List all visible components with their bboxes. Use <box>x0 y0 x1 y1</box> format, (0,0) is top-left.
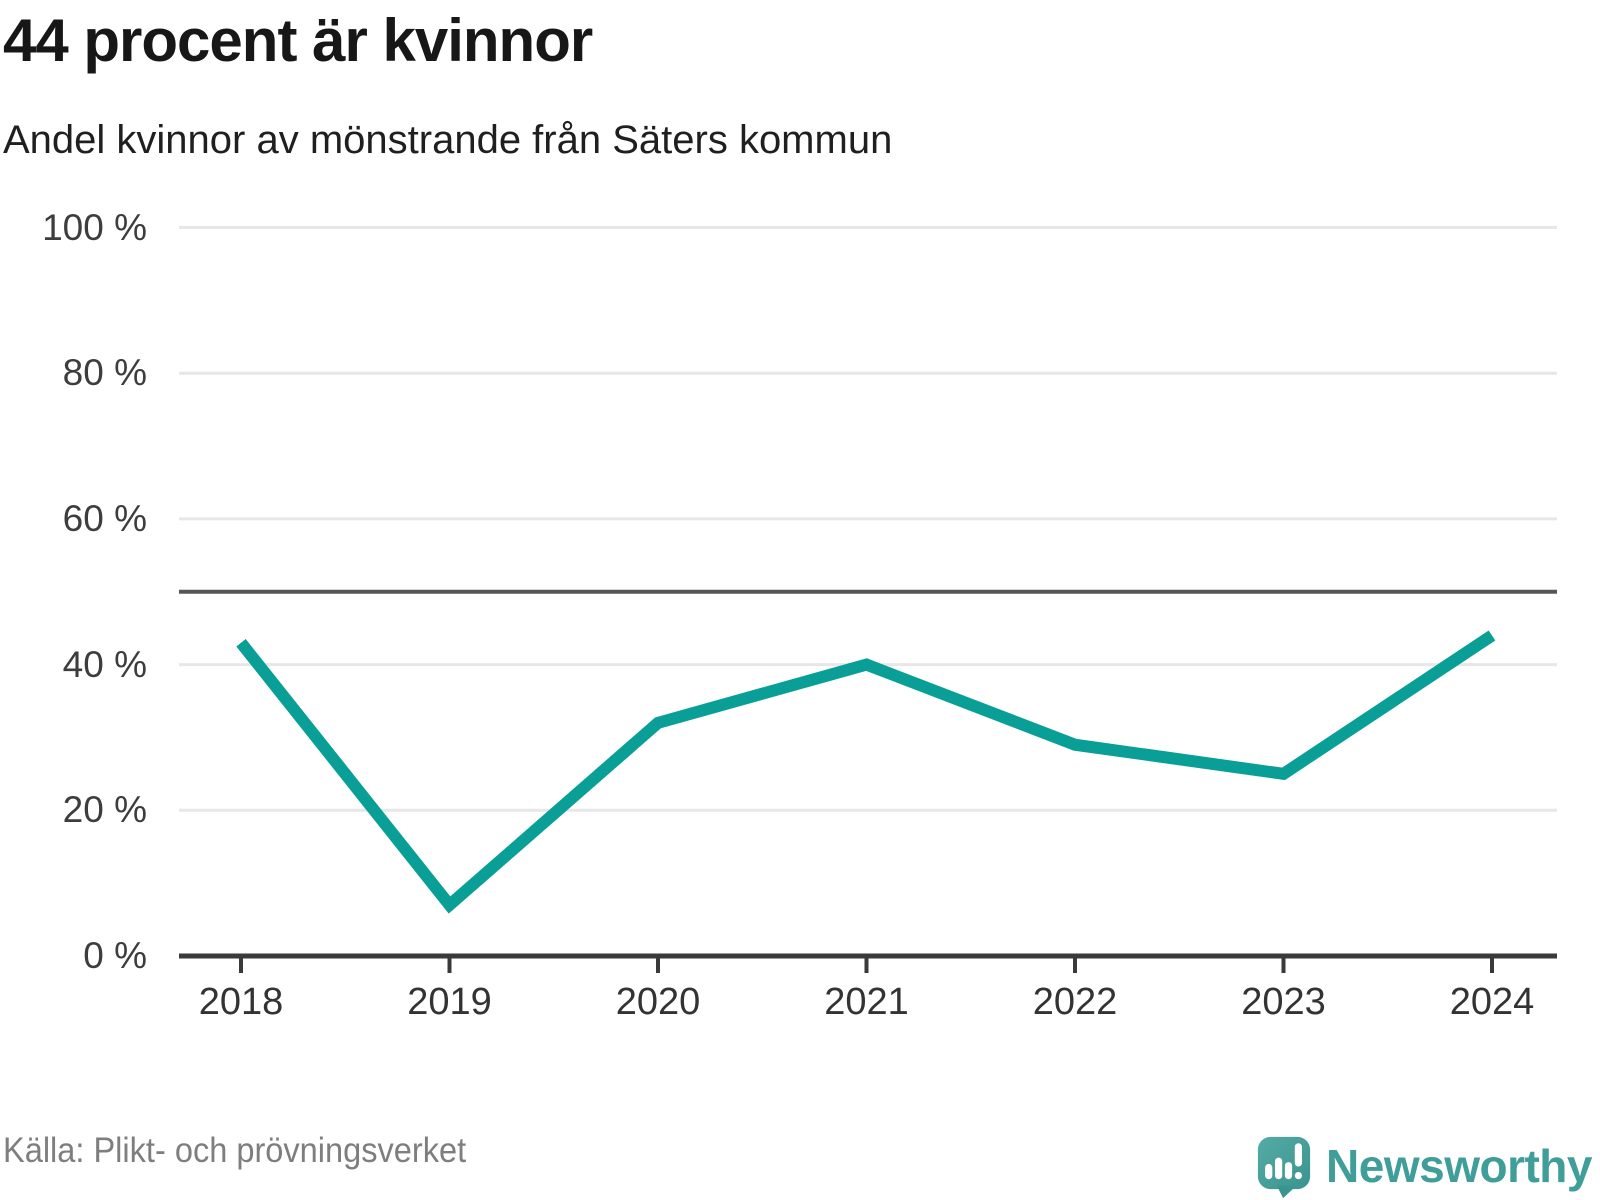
x-tick-label-2020: 2020 <box>615 981 701 1023</box>
newsworthy-logo-icon <box>1257 1136 1311 1199</box>
x-tick-label-2019: 2019 <box>407 981 492 1023</box>
y-tick-label-80: 80 % <box>62 352 147 394</box>
chart-subtitle: Andel kvinnor av mönstrande från Säters … <box>3 118 893 162</box>
newsworthy-logo: Newsworthy <box>1257 1136 1592 1199</box>
bar-chart-bar2 <box>1275 1157 1283 1180</box>
exclamation-dot <box>1294 1172 1303 1180</box>
newsworthy-logo-text: Newsworthy <box>1326 1140 1592 1192</box>
exclamation-bar <box>1294 1143 1303 1167</box>
x-tick-label-2024: 2024 <box>1449 981 1535 1023</box>
x-tick-label-2022: 2022 <box>1032 981 1118 1023</box>
source-note: Källa: Plikt- och prövningsverket <box>3 1131 467 1170</box>
y-tick-label-100: 100 % <box>42 206 147 248</box>
x-tick-label-2023: 2023 <box>1241 981 1326 1023</box>
y-tick-label-20: 20 % <box>62 789 147 831</box>
chart-title: 44 procent är kvinnor <box>3 7 593 74</box>
speech-bubble-shape <box>1257 1136 1311 1190</box>
data-line-andel-kvinnor-av-mönstrande <box>236 630 1496 914</box>
x-tick-label-2018: 2018 <box>198 981 284 1023</box>
y-tick-label-40: 40 % <box>62 643 147 685</box>
speech-bubble-tail <box>1276 1185 1297 1199</box>
y-tick-label-60: 60 % <box>62 497 147 539</box>
x-tick-label-2021: 2021 <box>824 981 909 1023</box>
bar-chart-bar1 <box>1265 1163 1273 1180</box>
y-tick-label-0: 0 % <box>83 935 147 976</box>
bar-chart-bar3 <box>1284 1162 1293 1180</box>
